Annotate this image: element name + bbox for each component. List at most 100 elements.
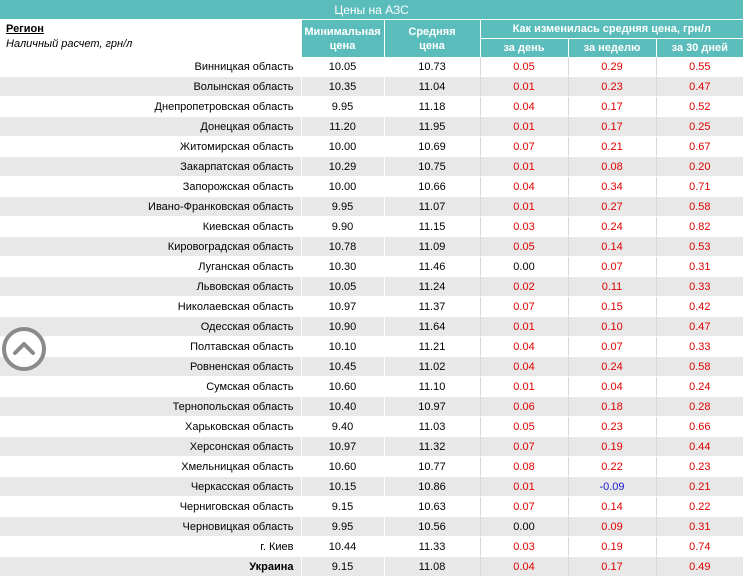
change-per-30-days: 0.67 bbox=[655, 136, 744, 157]
table-row: г. Киев 10.44 11.33 0.03 0.19 0.74 bbox=[0, 536, 744, 557]
region-name: Херсонская область bbox=[0, 436, 301, 457]
avg-price: 10.75 bbox=[383, 156, 480, 177]
min-price: 9.95 bbox=[300, 516, 384, 537]
change-per-day: 0.01 bbox=[479, 316, 568, 337]
change-per-30-days: 0.82 bbox=[655, 216, 744, 237]
avg-price: 10.77 bbox=[383, 456, 480, 477]
table-row: Львовская область 10.05 11.24 0.02 0.11 0.33 bbox=[0, 276, 744, 297]
change-per-day: 0.05 bbox=[479, 57, 568, 77]
change-per-30-days: 0.22 bbox=[655, 496, 744, 517]
scroll-to-top-button[interactable] bbox=[2, 327, 46, 371]
min-price: 10.00 bbox=[300, 136, 384, 157]
avg-price: 11.21 bbox=[383, 336, 480, 357]
table-row: Черновицкая область 9.95 10.56 0.00 0.09 0.31 bbox=[0, 516, 744, 537]
change-per-day: 0.04 bbox=[479, 96, 568, 117]
change-per-day: 0.01 bbox=[479, 76, 568, 97]
table-row: Ивано-Франковская область 9.95 11.07 0.01 0.… bbox=[0, 196, 744, 217]
min-price: 10.40 bbox=[300, 396, 384, 417]
avg-price: 10.97 bbox=[383, 396, 480, 417]
region-name: Николаевская область bbox=[0, 296, 301, 317]
min-price: 10.44 bbox=[300, 536, 384, 557]
change-per-week: 0.34 bbox=[567, 176, 656, 197]
region-name: Житомирская область bbox=[0, 136, 301, 157]
change-per-week: 0.24 bbox=[567, 216, 656, 237]
change-per-30-days: 0.21 bbox=[655, 476, 744, 497]
avg-price: 11.08 bbox=[383, 556, 480, 577]
region-name: Донецкая область bbox=[0, 116, 301, 137]
avg-price: 11.46 bbox=[383, 256, 480, 277]
table-row: Черниговская область 9.15 10.63 0.07 0.14 0.2… bbox=[0, 496, 744, 517]
change-per-30-days: 0.58 bbox=[655, 196, 744, 217]
table-row: Харьковская область 9.40 11.03 0.05 0.23 0.66 bbox=[0, 416, 744, 437]
change-per-30-days: 0.42 bbox=[655, 296, 744, 317]
change-per-30-days: 0.33 bbox=[655, 336, 744, 357]
avg-price: 10.86 bbox=[383, 476, 480, 497]
avg-price: 11.03 bbox=[383, 416, 480, 437]
change-per-30-days: 0.31 bbox=[655, 256, 744, 277]
region-name: Одесская область bbox=[0, 316, 301, 337]
change-per-day: 0.07 bbox=[479, 136, 568, 157]
min-price: 10.30 bbox=[300, 256, 384, 277]
table-row: Одесская область 10.90 11.64 0.01 0.10 0.47 bbox=[0, 316, 744, 337]
avg-price: 11.33 bbox=[383, 536, 480, 557]
avg-price: 10.69 bbox=[383, 136, 480, 157]
change-per-day: 0.03 bbox=[479, 216, 568, 237]
change-per-week: 0.27 bbox=[567, 196, 656, 217]
change-per-30-days: 0.31 bbox=[655, 516, 744, 537]
table-row: Ровненская область 10.45 11.02 0.04 0.24 0.58 bbox=[0, 356, 744, 377]
table-row: Кировоградская область 10.78 11.09 0.05 0.14… bbox=[0, 236, 744, 257]
region-name: Харьковская область bbox=[0, 416, 301, 437]
change-per-week: 0.07 bbox=[567, 336, 656, 357]
region-name: Ровненская область bbox=[0, 356, 301, 377]
min-price: 10.10 bbox=[300, 336, 384, 357]
min-price: 10.60 bbox=[300, 456, 384, 477]
min-price-header[interactable]: Минимальная цена bbox=[300, 19, 384, 57]
region-name: Киевская область bbox=[0, 216, 301, 237]
change-per-day: 0.04 bbox=[479, 556, 568, 577]
table-row: Закарпатская область 10.29 10.75 0.01 0.08 0.… bbox=[0, 156, 744, 177]
table-row: Луганская область 10.30 11.46 0.00 0.07 0.31 bbox=[0, 256, 744, 277]
avg-price: 11.64 bbox=[383, 316, 480, 337]
change-per-week: 0.11 bbox=[567, 276, 656, 297]
change-per-week: 0.04 bbox=[567, 376, 656, 397]
avg-price: 11.18 bbox=[383, 96, 480, 117]
change-per-week: 0.15 bbox=[567, 296, 656, 317]
change-per-30-days: 0.28 bbox=[655, 396, 744, 417]
table-row: Запорожская область 10.00 10.66 0.04 0.34 0.7… bbox=[0, 176, 744, 197]
region-header: Регион Наличный расчет, грн/л bbox=[0, 19, 301, 57]
change-per-30-days: 0.58 bbox=[655, 356, 744, 377]
change-per-30-days: 0.20 bbox=[655, 156, 744, 177]
avg-price: 10.56 bbox=[383, 516, 480, 537]
region-name: Черкасская область bbox=[0, 476, 301, 497]
change-per-day: 0.00 bbox=[479, 516, 568, 537]
change-per-week: 0.19 bbox=[567, 536, 656, 557]
per-day-header[interactable]: за день bbox=[479, 38, 568, 57]
payment-unit-subtitle: Наличный расчет, грн/л bbox=[6, 38, 133, 50]
change-per-30-days: 0.52 bbox=[655, 96, 744, 117]
change-per-day: 0.08 bbox=[479, 456, 568, 477]
avg-price: 10.66 bbox=[383, 176, 480, 197]
change-per-week: 0.09 bbox=[567, 516, 656, 537]
table-title: Цены на АЗС bbox=[0, 0, 744, 20]
change-per-day: 0.04 bbox=[479, 336, 568, 357]
change-per-30-days: 0.71 bbox=[655, 176, 744, 197]
table-row: Винницкая область 10.05 10.73 0.05 0.29 0.55 bbox=[0, 57, 744, 77]
change-per-week: 0.08 bbox=[567, 156, 656, 177]
change-per-30-days: 0.33 bbox=[655, 276, 744, 297]
region-name: г. Киев bbox=[0, 536, 301, 557]
change-per-30-days: 0.23 bbox=[655, 456, 744, 477]
avg-price: 11.07 bbox=[383, 196, 480, 217]
change-per-week: 0.23 bbox=[567, 416, 656, 437]
change-per-week: 0.19 bbox=[567, 436, 656, 457]
region-name: Запорожская область bbox=[0, 176, 301, 197]
min-price: 10.29 bbox=[300, 156, 384, 177]
change-per-30-days: 0.47 bbox=[655, 76, 744, 97]
avg-price-header[interactable]: Средняя цена bbox=[383, 19, 480, 57]
change-per-day: 0.07 bbox=[479, 436, 568, 457]
table-row: Сумская область 10.60 11.10 0.01 0.04 0.24 bbox=[0, 376, 744, 397]
min-price: 9.15 bbox=[300, 496, 384, 517]
min-price: 10.45 bbox=[300, 356, 384, 377]
change-per-week: 0.10 bbox=[567, 316, 656, 337]
per-30-days-header[interactable]: за 30 дней bbox=[655, 38, 744, 57]
per-week-header[interactable]: за неделю bbox=[567, 38, 656, 57]
